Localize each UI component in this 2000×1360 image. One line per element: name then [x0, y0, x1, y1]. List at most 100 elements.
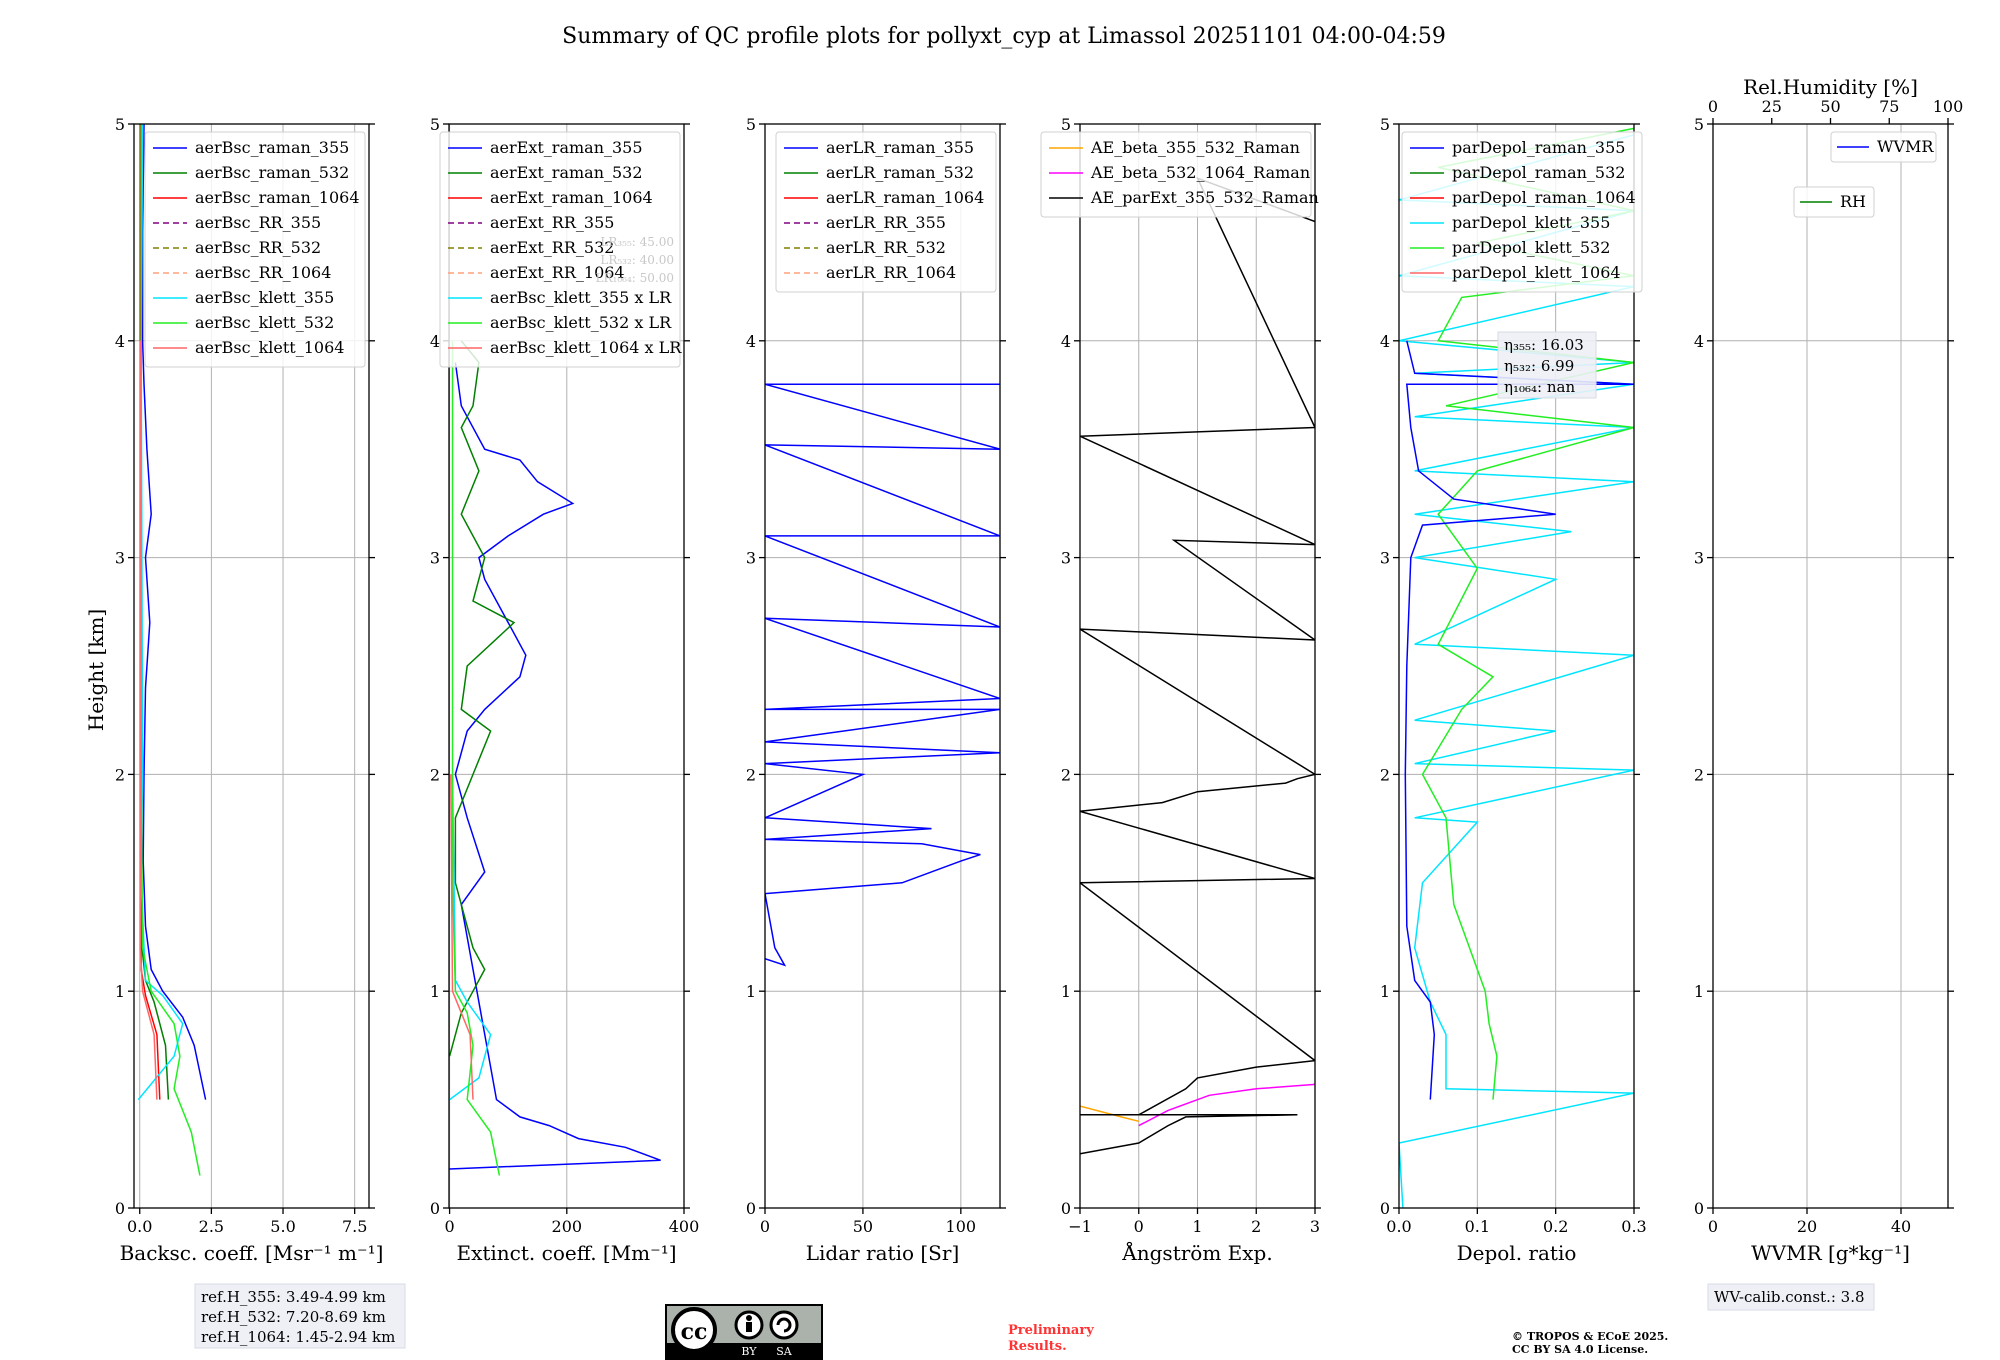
refh-1064: ref.H_1064: 1.45-2.94 km: [201, 1328, 395, 1346]
x-tick-label-3: 7.5: [342, 1217, 367, 1236]
lr-annotation-1: LR₅₃₂: 40.00: [600, 253, 674, 267]
x-tick-label-2: 1: [1192, 1217, 1202, 1236]
legend-label-2: aerExt_raman_1064: [490, 188, 653, 207]
y-tick-label-5: 5: [1380, 115, 1390, 134]
x-axis-label: Backsc. coeff. [Msr⁻¹ m⁻¹]: [120, 1241, 384, 1265]
x-tick-label-2: 0.2: [1543, 1217, 1568, 1236]
refh-532: ref.H_532: 7.20-8.69 km: [201, 1308, 386, 1326]
lr-annotation-2: LR₁₀₆₄: 50.00: [596, 271, 674, 285]
y-tick-label-4: 4: [1380, 332, 1390, 351]
legend-label-5: aerLR_RR_1064: [826, 263, 956, 282]
x-tick-label-0: 0: [1708, 1217, 1718, 1236]
y-tick-label-1: 1: [746, 982, 756, 1001]
y-tick-label-4: 4: [1061, 332, 1071, 351]
top-axis-label: Rel.Humidity [%]: [1743, 75, 1918, 99]
y-tick-label-4: 4: [115, 332, 125, 351]
legend-label-1: AE_beta_532_1064_Raman: [1090, 163, 1310, 182]
legend-label-2: AE_parExt_355_532_Raman: [1090, 188, 1319, 207]
top-tick-label-2: 50: [1820, 97, 1840, 116]
x-tick-label-1: 200: [552, 1217, 583, 1236]
legend-label-3: parDepol_klett_355: [1452, 213, 1610, 232]
legend-label: WVMR: [1877, 137, 1934, 156]
cc-sa-label: SA: [776, 1345, 793, 1358]
y-tick-label-1: 1: [1061, 982, 1071, 1001]
axes-frame: [133, 123, 370, 1209]
y-tick-label-2: 2: [430, 765, 440, 784]
refh-355: ref.H_355: 3.49-4.99 km: [201, 1288, 386, 1306]
y-tick-label-0: 0: [430, 1199, 440, 1218]
axes-frame: [1712, 123, 1949, 1209]
cc-logo-text: cc: [681, 1319, 708, 1345]
eta-box: [1497, 331, 1597, 399]
copyright-line1: © TROPOS & ECoE 2025.: [1512, 1330, 1668, 1343]
y-tick-label-0: 0: [1380, 1199, 1390, 1218]
legend-label-3: aerBsc_RR_355: [195, 213, 321, 232]
y-tick-label-2: 2: [1061, 765, 1071, 784]
legend-label-5: aerBsc_RR_1064: [195, 263, 331, 282]
eta-annotation-2: η₁₀₆₄: nan: [1504, 378, 1575, 396]
y-tick-label-1: 1: [430, 982, 440, 1001]
legend-label-4: aerBsc_RR_532: [195, 238, 321, 257]
wv-calib-text: WV-calib.const.: 3.8: [1714, 1288, 1865, 1306]
by-person-head: [746, 1315, 752, 1321]
y-tick-label-5: 5: [430, 115, 440, 134]
y-tick-label-3: 3: [1694, 549, 1704, 568]
y-tick-label-3: 3: [1061, 549, 1071, 568]
y-tick-label-3: 3: [115, 549, 125, 568]
preliminary-line2: Results.: [1008, 1339, 1067, 1354]
legend-label-7: aerBsc_klett_532: [195, 313, 334, 332]
y-tick-label-0: 0: [1061, 1199, 1071, 1218]
y-tick-label-5: 5: [115, 115, 125, 134]
y-tick-label-3: 3: [746, 549, 756, 568]
legend-box: [1401, 131, 1643, 293]
by-person-body: [746, 1322, 752, 1332]
axes-frame: [764, 123, 1001, 1209]
y-tick-label-0: 0: [746, 1199, 756, 1218]
x-tick-label-2: 400: [669, 1217, 700, 1236]
x-tick-label-0: 0: [444, 1217, 454, 1236]
cc-circle-icon: [671, 1307, 717, 1353]
y-axis-label: Height [km]: [84, 609, 108, 731]
x-tick-label-1: 0.1: [1465, 1217, 1490, 1236]
series-aerBsc_klett_532: [140, 124, 201, 1176]
top-tick-label-1: 25: [1762, 97, 1782, 116]
legend-label-5: aerExt_RR_1064: [490, 263, 625, 282]
series-AE_beta_532_1064_Raman: [1138, 1083, 1315, 1127]
legend: parDepol_raman_355 parDepol_raman_532 parD…: [1401, 131, 1643, 293]
x-tick-label-3: 2: [1251, 1217, 1261, 1236]
legend-label-7: aerBsc_klett_532 x LR: [490, 313, 672, 332]
panel-3: 0 50 100 0 1 2 3 4 5 Lidar ratio [Sr] aerLR_raman_…: [746, 115, 1006, 1265]
series-aerExt_raman_532: [449, 340, 516, 1057]
refh-box-bg: [194, 1283, 406, 1349]
x-tick-label-0: 0: [760, 1217, 770, 1236]
legend-label-0: aerLR_raman_355: [826, 138, 974, 157]
preliminary-line1: Preliminary: [1008, 1323, 1094, 1338]
legend-label: RH: [1840, 192, 1866, 211]
x-axis-label: Lidar ratio [Sr]: [806, 1241, 960, 1265]
series-aerBsc_klett_1064 x LR: [450, 774, 474, 1100]
series-aerLR_raman_355: [765, 383, 1000, 967]
y-tick-label-0: 0: [1694, 1199, 1704, 1218]
legend-label-2: aerBsc_raman_1064: [195, 188, 360, 207]
legend-entry-RH: RH: [1793, 186, 1875, 218]
x-tick-label-2: 100: [946, 1217, 977, 1236]
sa-circle-icon: [769, 1310, 799, 1340]
legend-label-0: parDepol_raman_355: [1452, 138, 1625, 157]
series-group: [449, 340, 661, 1176]
series-aerExt_raman_355: [449, 362, 661, 1170]
copyright-line2: CC BY SA 4.0 License.: [1512, 1343, 1648, 1356]
legend-box: [1830, 131, 1937, 163]
y-tick-label-1: 1: [1694, 982, 1704, 1001]
legend-entry-WVMR: WVMR: [1830, 131, 1937, 163]
series-parDepol_klett_355: [1399, 134, 1634, 1208]
x-tick-label-1: 0: [1134, 1217, 1144, 1236]
top-tick-label-4: 100: [1933, 97, 1964, 116]
legend-label-8: aerBsc_klett_1064 x LR: [490, 338, 682, 357]
refh-box: ref.H_355: 3.49-4.99 km ref.H_532: 7.20-…: [194, 1283, 406, 1349]
legend: aerBsc_raman_355 aerBsc_raman_532 aerBsc_r…: [144, 131, 366, 368]
legend-label-2: aerLR_raman_1064: [826, 188, 984, 207]
panel-5: 0.0 0.1 0.2 0.3 0 1 2 3 4 5 Depol. ratio parDepol_r…: [1380, 115, 1647, 1265]
legend-label-5: parDepol_klett_1064: [1452, 263, 1621, 282]
y-tick-label-3: 3: [430, 549, 440, 568]
legend-label-4: aerLR_RR_532: [826, 238, 946, 257]
